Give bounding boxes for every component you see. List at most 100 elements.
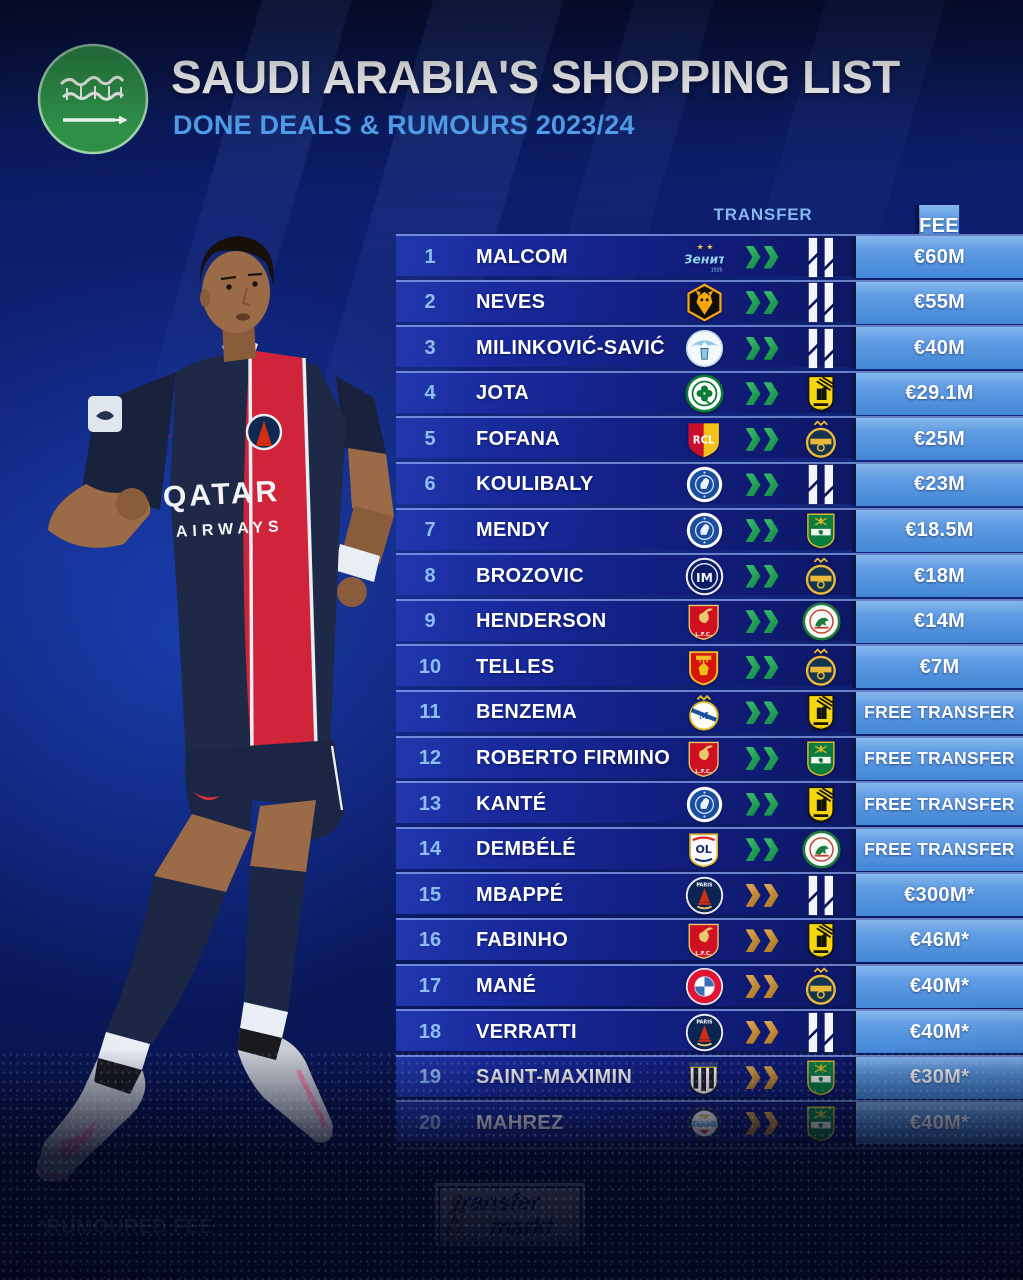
svg-text:ITTIHAD CLUB: ITTIHAD CLUB bbox=[811, 408, 830, 412]
club-badge-man-utd-icon bbox=[674, 646, 734, 688]
fee-cell: €60M bbox=[852, 236, 1023, 278]
transfer-row: 12 ROBERTO FIRMINO L.F.C. FREE TRANSFER bbox=[396, 735, 1023, 780]
club-badge-chelsea-icon bbox=[674, 783, 734, 825]
page-subtitle: DONE DEALS & RUMOURS 2023/24 bbox=[173, 110, 635, 140]
fee-cell: €18M bbox=[852, 555, 1023, 598]
club-badge-real-madrid-icon: M bbox=[674, 692, 734, 734]
transfer-row: 1 MALCOM ★ ★ Зенит 1925 €60M bbox=[396, 234, 1023, 278]
player-name-cell: FABINHO bbox=[476, 929, 569, 952]
player-name-cell: MALCOM bbox=[476, 245, 568, 268]
rank-cell: 9 bbox=[424, 610, 436, 633]
svg-text:L.F.C.: L.F.C. bbox=[696, 951, 713, 957]
transfer-row: 9 HENDERSON L.F.C. €14M bbox=[396, 598, 1023, 643]
rank-cell: 3 bbox=[424, 336, 436, 359]
rank-cell: 1 bbox=[424, 245, 436, 268]
player-name-cell: VERRATTI bbox=[476, 1020, 577, 1043]
transfer-arrows-icon bbox=[734, 373, 790, 415]
club-badge-al-ahli-icon bbox=[790, 1102, 852, 1144]
transfer-arrows-icon bbox=[734, 327, 790, 369]
player-name-cell: MBAPPÉ bbox=[476, 883, 564, 906]
rank-cell: 11 bbox=[419, 701, 441, 724]
player-name-cell: BROZOVIC bbox=[476, 564, 584, 587]
transfer-arrows-icon bbox=[734, 464, 790, 506]
player-name-cell: MENDY bbox=[476, 519, 550, 542]
player-name-cell: SAINT-MAXIMIN bbox=[476, 1066, 633, 1089]
club-badge-al-hilal-icon bbox=[790, 236, 852, 278]
transfer-arrows-icon bbox=[734, 555, 790, 597]
transfer-arrows-icon bbox=[734, 920, 790, 962]
transfer-arrows-icon bbox=[734, 1102, 790, 1144]
club-badge-liverpool-icon: L.F.C. bbox=[674, 738, 734, 780]
transfer-row: 10 TELLES €7M bbox=[396, 644, 1023, 689]
rank-cell: 4 bbox=[424, 382, 436, 405]
player-name-cell: TELLES bbox=[476, 655, 555, 678]
club-badge-psg-icon: PARIS bbox=[674, 874, 734, 916]
rank-cell: 10 bbox=[418, 655, 442, 678]
fee-cell: €30M* bbox=[852, 1056, 1023, 1099]
club-badge-al-nassr-icon bbox=[790, 966, 852, 1008]
fee-cell: €55M bbox=[852, 281, 1023, 324]
transfer-arrows-icon bbox=[734, 783, 790, 825]
rank-cell: 5 bbox=[424, 427, 436, 450]
player-name-cell: KANTÉ bbox=[476, 792, 547, 815]
transfer-row: 16 FABINHO L.F.C. ITTIHAD CLUB €46M* bbox=[396, 917, 1023, 962]
transfer-arrows-icon bbox=[734, 510, 790, 552]
player-name-cell: DEMBÉLÉ bbox=[476, 838, 576, 861]
transfer-row: 2 NEVES €55M bbox=[396, 279, 1023, 324]
transfermarkt-player-icon bbox=[446, 1196, 464, 1237]
club-badge-al-ahli-icon bbox=[790, 1057, 852, 1099]
transfer-row: 4 JOTA ITTIHAD CLUB €29.1M bbox=[396, 370, 1023, 415]
player-name-cell: MILINKOVIĆ-SAVIĆ bbox=[476, 336, 665, 359]
transfer-table-rows: 1 MALCOM ★ ★ Зенит 1925 €60M 2 NEVES €55M 3 MILINKO… bbox=[396, 234, 1023, 1150]
club-badge-al-nassr-icon bbox=[790, 555, 852, 597]
transfer-row: 14 DEMBÉLÉ OL FREE TRANSFER bbox=[396, 826, 1023, 871]
rumoured-fee-note: *RUMOURED FEE bbox=[38, 1216, 214, 1238]
club-badge-liverpool-icon: L.F.C. bbox=[674, 920, 734, 962]
club-badge-celtic-icon bbox=[674, 373, 734, 415]
transfer-row: 7 MENDY €18.5M bbox=[396, 507, 1023, 552]
transfer-arrows-icon bbox=[734, 738, 790, 780]
rank-cell: 19 bbox=[418, 1066, 442, 1089]
svg-text:★: ★ bbox=[706, 242, 713, 251]
rank-cell: 17 bbox=[418, 975, 442, 997]
club-badge-al-ittihad-icon: ITTIHAD CLUB bbox=[790, 920, 852, 962]
fee-cell: FREE TRANSFER bbox=[852, 737, 1023, 780]
fee-cell: €18.5M bbox=[852, 509, 1023, 552]
transfer-row: 8 BROZOVIC IM €18M bbox=[396, 553, 1023, 598]
fee-cell: €40M* bbox=[852, 965, 1023, 1008]
rank-cell: 14 bbox=[418, 838, 442, 861]
transfer-row: 15 MBAPPÉ PARIS €300M* bbox=[396, 872, 1023, 917]
page-title: SAUDI ARABIA'S SHOPPING LIST bbox=[171, 51, 900, 103]
club-badge-lens-icon: RCL bbox=[674, 418, 734, 460]
club-badge-al-ittihad-icon: ITTIHAD CLUB bbox=[790, 373, 852, 415]
player-name-cell: KOULIBALY bbox=[476, 473, 594, 496]
transfermarkt-logo: transfer markt bbox=[438, 1186, 582, 1244]
rank-cell: 12 bbox=[418, 747, 442, 770]
transfer-row: 6 KOULIBALY €23M bbox=[396, 461, 1023, 506]
transfer-row: 11 BENZEMA M ITTIHAD CLUB FREE TRANSFER bbox=[396, 689, 1023, 734]
transfer-row: 18 VERRATTI PARIS €40M* bbox=[396, 1009, 1023, 1054]
fee-cell: €40M* bbox=[852, 1011, 1023, 1054]
club-badge-al-hilal-icon bbox=[790, 874, 852, 916]
club-badge-psg-icon: PARIS bbox=[674, 1011, 734, 1053]
club-badge-al-hilal-icon bbox=[790, 327, 852, 369]
rank-cell: 18 bbox=[418, 1020, 442, 1043]
svg-text:L.F.C.: L.F.C. bbox=[696, 769, 713, 775]
club-badge-man-city-icon bbox=[674, 1102, 734, 1144]
column-header-transfer: TRANSFER bbox=[713, 205, 813, 224]
club-badge-inter-icon: IM bbox=[674, 555, 734, 597]
player-name-cell: MAHREZ bbox=[476, 1111, 564, 1134]
transfer-row: 19 SAINT-MAXIMIN €30M* bbox=[396, 1054, 1023, 1099]
club-badge-newcastle-icon bbox=[674, 1057, 734, 1099]
transfer-row: 13 KANTÉ ITTIHAD CLUB FREE TRANSFER bbox=[396, 781, 1023, 826]
player-name-cell: JOTA bbox=[476, 382, 530, 405]
club-badge-al-ahli-icon bbox=[790, 738, 852, 780]
club-badge-al-nassr-icon bbox=[790, 646, 852, 688]
club-badge-liverpool-icon: L.F.C. bbox=[674, 601, 734, 643]
transfer-arrows-icon bbox=[734, 418, 790, 460]
transfer-arrows-icon bbox=[734, 692, 790, 734]
svg-text:IM: IM bbox=[696, 569, 713, 584]
transfer-arrows-icon bbox=[734, 646, 790, 688]
svg-text:ITTIHAD CLUB: ITTIHAD CLUB bbox=[811, 727, 830, 731]
player-photo-mbappe-psg: QATAR AIRWAYS bbox=[35, 236, 394, 1182]
